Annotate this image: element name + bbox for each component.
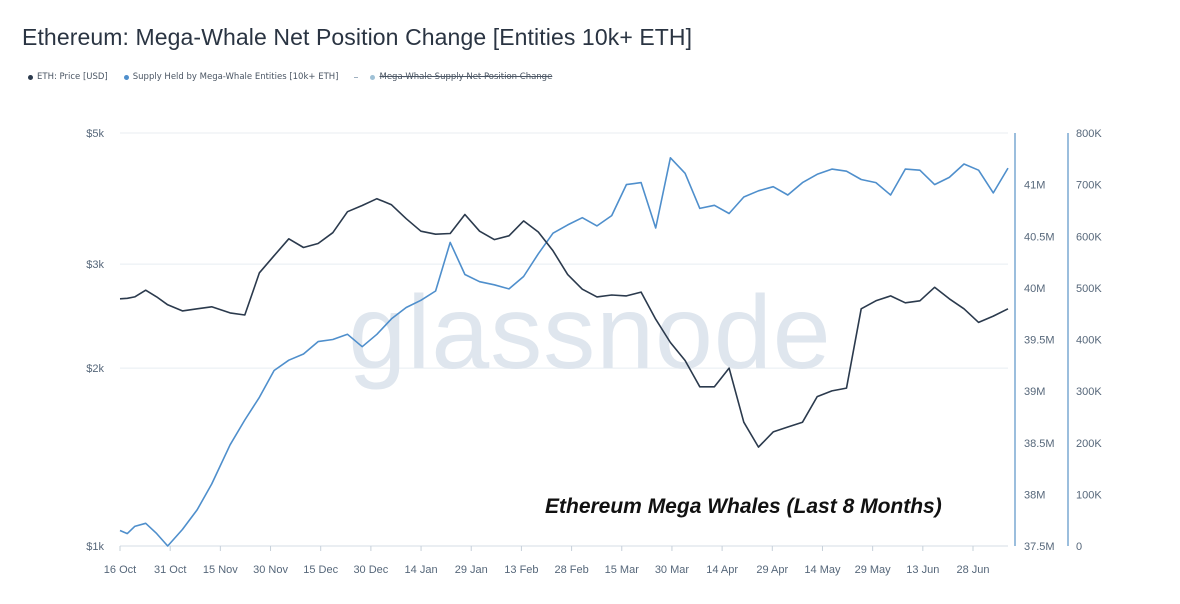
chart-annotation: Ethereum Mega Whales (Last 8 Months) [545, 495, 942, 518]
x-tick-label: 14 Jan [405, 564, 438, 576]
x-tick-label: 29 May [855, 564, 892, 576]
watermark: glassnode [348, 275, 831, 391]
legend-marker-eth-price [28, 74, 33, 80]
x-tick-label: 30 Nov [253, 564, 288, 576]
series-layer [119, 157, 1009, 547]
x-tick-label: 13 Feb [504, 564, 538, 576]
x-tick-label: 14 May [804, 564, 841, 576]
legend-marker-net-position-change [370, 74, 376, 80]
y-right-outer-tick-label: 300K [1076, 386, 1102, 398]
x-tick-label: 28 Feb [554, 564, 588, 576]
x-tick-label: 29 Jan [455, 564, 488, 576]
y-right-inner-tick-label: 40.5M [1024, 231, 1055, 243]
y-right-outer-tick-label: 700K [1076, 180, 1102, 192]
legend-dash-separator [354, 76, 359, 78]
x-tick-label: 13 Jun [906, 564, 939, 576]
legend-label-net-position-change: Mega-Whale Supply Net Position Change [379, 72, 553, 82]
y-right-outer-tick-label: 500K [1076, 283, 1102, 295]
legend-marker-mega-whale-supply [123, 74, 129, 80]
y-right-outer-tick-label: 200K [1076, 438, 1102, 450]
legend-label-eth-price: ETH: Price [USD] [37, 72, 108, 82]
y-right-outer-tick-label: 600K [1076, 231, 1102, 243]
y-left-tick-label: $1k [86, 541, 104, 553]
y-right-outer-tick-label: 0 [1076, 541, 1082, 553]
x-tick-label: 28 Jun [956, 564, 989, 576]
x-tick-label: 29 Apr [756, 564, 788, 576]
x-tick-label: 30 Dec [353, 564, 388, 576]
axes: $1k $2k $3k $5k 37.5M 38M 38.5M 39M 39.5M 40M 40.5… [86, 128, 1102, 576]
x-tick-label: 31 Oct [154, 564, 186, 576]
y-right-outer-tick-label: 100K [1076, 489, 1102, 501]
x-tick-label: 16 Oct [104, 564, 136, 576]
legend-item-eth-price[interactable]: ETH: Price [USD] [28, 72, 108, 82]
y-right-outer-tick-label: 400K [1076, 335, 1102, 347]
legend-item-mega-whale-supply[interactable]: Supply Held by Mega-Whale Entities [10k+… [123, 72, 339, 82]
y-right-inner-tick-label: 39.5M [1024, 335, 1055, 347]
legend-item-net-position-change[interactable]: Mega-Whale Supply Net Position Change [354, 72, 552, 82]
y-left-tick-label: $5k [86, 128, 104, 140]
y-right-inner-tick-label: 37.5M [1024, 541, 1055, 553]
x-tick-label: 15 Mar [605, 564, 640, 576]
series-line-eth-price [119, 197, 1009, 448]
y-right-inner-tick-label: 40M [1024, 283, 1045, 295]
x-tick-label: 14 Apr [706, 564, 738, 576]
x-tick-label: 30 Mar [655, 564, 690, 576]
y-left-tick-label: $3k [86, 259, 104, 271]
x-tick-label: 15 Nov [203, 564, 238, 576]
series-line-mega-whale-supply [119, 157, 1009, 547]
y-right-inner-tick-label: 38M [1024, 489, 1045, 501]
x-tick-label: 15 Dec [303, 564, 338, 576]
y-right-inner-tick-label: 38.5M [1024, 438, 1055, 450]
legend: ETH: Price [USD] Supply Held by Mega-Wha… [28, 72, 552, 82]
y-left-tick-label: $2k [86, 363, 104, 375]
chart-title: Ethereum: Mega-Whale Net Position Change… [22, 24, 693, 50]
y-right-inner-tick-label: 39M [1024, 386, 1045, 398]
legend-label-mega-whale-supply: Supply Held by Mega-Whale Entities [10k+… [132, 72, 339, 82]
y-right-outer-tick-label: 800K [1076, 128, 1102, 140]
y-right-inner-tick-label: 41M [1024, 180, 1045, 192]
